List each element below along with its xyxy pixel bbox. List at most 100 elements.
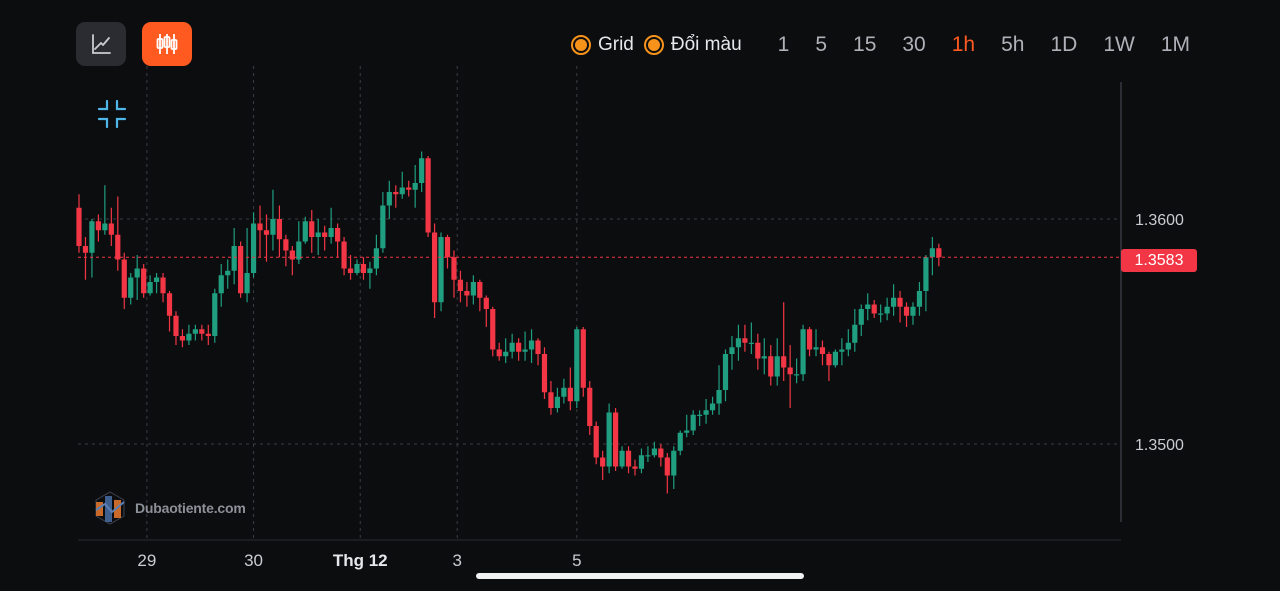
timeframe-15[interactable]: 15 xyxy=(853,33,877,56)
candle xyxy=(153,273,160,294)
candle-body xyxy=(658,448,664,458)
candle xyxy=(845,329,851,357)
candle-body xyxy=(134,268,140,278)
timeframe-1d[interactable]: 1D xyxy=(1050,33,1078,56)
watermark-logo: Dubaotiente.com xyxy=(93,490,246,526)
candle xyxy=(735,324,742,361)
candle xyxy=(813,329,819,357)
candle-body xyxy=(354,264,360,273)
candle-body xyxy=(690,414,696,431)
candle xyxy=(632,459,638,476)
candle-body xyxy=(179,336,186,341)
grid-lines xyxy=(78,66,1121,540)
home-indicator[interactable] xyxy=(476,573,804,579)
candle xyxy=(347,255,354,280)
candle xyxy=(76,194,82,253)
candle-body xyxy=(858,309,864,325)
collapse-icon[interactable] xyxy=(96,98,128,130)
candle-body xyxy=(638,455,645,469)
candle-body xyxy=(852,324,858,343)
candle xyxy=(936,243,942,267)
candle xyxy=(406,180,412,197)
candle xyxy=(858,304,864,336)
candle-body xyxy=(587,387,593,426)
candle-body xyxy=(554,396,561,408)
candle xyxy=(865,293,871,321)
candle xyxy=(826,351,832,381)
candle xyxy=(276,205,283,258)
candle xyxy=(832,349,839,368)
candle-body xyxy=(238,246,244,294)
candle xyxy=(690,410,696,435)
candle-body xyxy=(419,158,425,183)
candle-body xyxy=(522,349,528,352)
candle-body xyxy=(186,333,192,341)
candle-body xyxy=(360,264,367,273)
timeframe-30[interactable]: 30 xyxy=(902,33,926,56)
candle-body xyxy=(709,403,716,411)
candle xyxy=(483,295,489,327)
candle-body xyxy=(625,450,632,467)
candle xyxy=(884,297,890,321)
candle xyxy=(516,338,522,361)
candle xyxy=(250,212,257,278)
candle-body xyxy=(173,315,179,336)
candle-body xyxy=(315,232,321,237)
timeframe-5h[interactable]: 5h xyxy=(1001,33,1025,56)
candle-body xyxy=(748,342,754,344)
timeframe-5[interactable]: 5 xyxy=(815,33,828,56)
candle-body xyxy=(606,412,612,467)
candle xyxy=(386,180,392,219)
candle-body xyxy=(322,232,328,237)
grid-toggle[interactable]: Grid xyxy=(570,34,634,56)
candle-body xyxy=(878,313,884,315)
timeframe-1h[interactable]: 1h xyxy=(951,33,976,56)
candle-body xyxy=(483,297,489,309)
candle-body xyxy=(774,356,780,377)
candlestick-button[interactable] xyxy=(142,22,192,66)
candle-body xyxy=(283,239,289,251)
candle xyxy=(535,338,541,366)
candle-body xyxy=(412,183,418,190)
candle xyxy=(302,216,308,244)
candle xyxy=(606,403,612,474)
candle xyxy=(703,399,709,424)
candle-body xyxy=(787,367,793,375)
candle xyxy=(638,448,645,474)
timeframe-1w[interactable]: 1W xyxy=(1103,33,1135,56)
candle-body xyxy=(813,347,819,350)
candle-body xyxy=(548,392,554,408)
candle-body xyxy=(729,347,735,354)
candle xyxy=(444,234,451,269)
candle-body xyxy=(76,207,82,246)
candle xyxy=(82,237,89,280)
candle xyxy=(134,255,140,300)
candle-body xyxy=(574,329,580,402)
candle xyxy=(257,205,263,258)
candle-body xyxy=(128,277,134,298)
candle-body xyxy=(431,232,438,303)
candle xyxy=(819,340,826,366)
candle-body xyxy=(270,219,276,235)
candle xyxy=(593,421,599,465)
candle-body xyxy=(289,250,295,260)
candle-body xyxy=(218,275,224,294)
candle-body xyxy=(794,374,800,376)
candle xyxy=(244,228,250,303)
candle-body xyxy=(645,455,651,457)
candle xyxy=(218,264,224,307)
timeframe-1m[interactable]: 1M xyxy=(1160,33,1190,56)
candle xyxy=(341,237,347,276)
candle xyxy=(335,223,341,258)
candle-body xyxy=(826,354,832,366)
candle-body xyxy=(380,205,386,249)
candle xyxy=(238,241,244,298)
candle-body xyxy=(490,309,496,350)
timeframe-1[interactable]: 1 xyxy=(777,33,790,56)
candle xyxy=(729,336,735,370)
line-chart-button[interactable] xyxy=(76,22,126,66)
candle-body xyxy=(865,304,871,309)
color-toggle[interactable]: Đổi màu xyxy=(643,34,742,56)
candle xyxy=(800,324,806,381)
